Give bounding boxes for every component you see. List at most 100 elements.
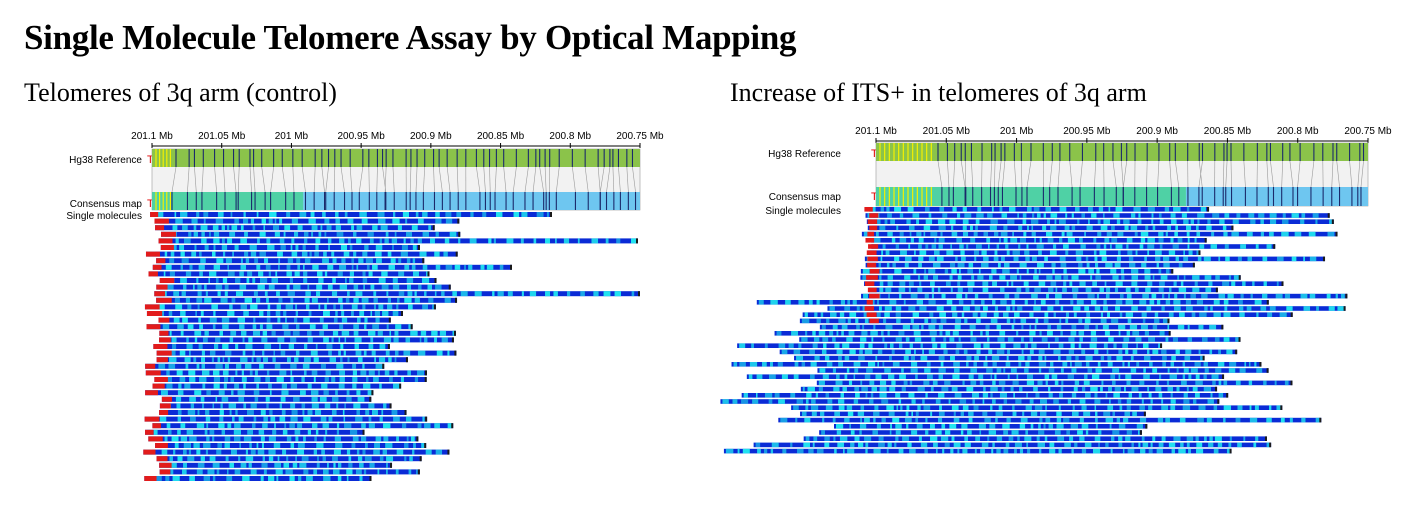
panel1-alignment-line — [1146, 160, 1148, 188]
panel1-molecule-label-signal — [989, 275, 993, 280]
panel1-molecule-label-signal — [1027, 225, 1029, 231]
panel1-molecule-label-signal — [854, 368, 859, 373]
panel0-molecule-label-signal — [234, 383, 239, 389]
panel0-molecule-label-signal — [211, 357, 215, 363]
panel0-molecule-label-signal — [383, 423, 391, 429]
panel0-molecule-label-signal — [346, 390, 350, 396]
panel0-molecule-label-signal — [200, 396, 205, 402]
panel0-molecule-label-signal — [362, 304, 366, 310]
panel0-molecule-label-signal — [375, 436, 382, 442]
panel1-molecule-label-signal — [1291, 256, 1297, 262]
panel1-molecule-label-signal — [951, 386, 958, 392]
panel1-molecule-end — [1345, 293, 1348, 299]
panel1-molecule-label-signal — [832, 337, 836, 342]
panel1-consensus-bar-right — [1185, 187, 1368, 206]
panel1-molecule-label-signal — [894, 269, 902, 274]
panel1-molecule-label-signal — [1170, 238, 1174, 243]
panel1-molecule-label-signal — [922, 399, 925, 404]
panel0-molecule-label-signal — [283, 330, 291, 336]
panel0-molecule-label-signal — [412, 449, 415, 455]
panel1-molecule-label-signal — [931, 337, 936, 342]
panel1-molecule-label-signal — [1204, 306, 1208, 311]
panel1-molecule-label-signal — [1186, 207, 1190, 212]
panel0-molecule-label-signal — [311, 396, 318, 402]
panel0-molecule-label-signal — [370, 284, 375, 290]
panel0-molecule-label-signal — [372, 264, 378, 270]
panel1-molecule-label-signal — [951, 225, 954, 231]
panel1-molecule-label-signal — [875, 231, 879, 237]
panel0-molecule-label-signal — [417, 218, 424, 224]
panel1-molecule-label-signal — [797, 448, 804, 454]
panel1-molecule-label-signal — [1063, 275, 1069, 280]
panel0-molecule-label-signal — [205, 291, 208, 297]
panel0-molecule-label-signal — [198, 317, 201, 323]
panel1-molecule-label-signal — [807, 386, 815, 392]
panel0-molecule-label-signal — [268, 436, 276, 442]
panel1-molecule-label-signal — [1050, 213, 1058, 218]
panel0-molecule-label-signal — [290, 337, 297, 343]
panel1-molecule-end — [1327, 213, 1330, 218]
panel1-molecule-label-signal — [898, 331, 905, 336]
panel0-molecule-label-signal — [227, 238, 233, 244]
panel0-molecule-label-signal — [204, 429, 208, 435]
panel1-molecule-label-signal — [1108, 399, 1111, 404]
panel1-molecule-label-signal — [1126, 399, 1132, 404]
panel1-molecule-label-signal — [1134, 287, 1139, 293]
panel1-molecule-end — [1238, 337, 1241, 342]
panel0-molecule-label-signal — [276, 377, 284, 382]
panel0-molecule-label-signal — [251, 357, 254, 363]
panel0-alignment-line — [415, 166, 418, 193]
panel1-molecule-label-signal — [1208, 442, 1214, 448]
panel1-molecule-label-signal — [849, 312, 857, 317]
panel1-molecule-label-signal — [1218, 380, 1222, 386]
panel1-molecule-label-signal — [983, 362, 988, 367]
panel0-alignment-line — [544, 166, 547, 193]
panel0-molecule-label-signal — [204, 284, 207, 290]
panel1-molecule-label-signal — [1238, 300, 1243, 305]
panel1-molecule-label-signal — [1300, 219, 1305, 224]
panel0-molecule-label-signal — [349, 271, 355, 277]
panel0-molecule-label-signal — [431, 330, 438, 336]
panel1-molecule-label-signal — [1159, 219, 1164, 224]
panel1-molecule-label-signal — [1018, 225, 1023, 231]
panel0-molecule-label-signal — [204, 330, 209, 336]
panel1-molecule-label-signal — [1282, 213, 1286, 218]
panel0-molecule-label-signal — [605, 238, 609, 244]
panel1-molecule-label-signal — [1019, 386, 1023, 392]
panel0-molecule-label-signal — [197, 284, 202, 290]
panel0-molecule-label-signal — [249, 245, 257, 250]
panel1-molecule-label-signal — [1117, 231, 1124, 237]
panel1-molecule-label-signal — [937, 219, 946, 224]
panel0-molecule-label-signal — [201, 238, 207, 244]
panel1-molecule-label-signal — [1124, 411, 1130, 417]
panel1-molecule-label-signal — [1043, 424, 1046, 429]
panel1-molecule-label-signal — [1084, 442, 1092, 448]
panel1-molecule-label-signal — [1118, 324, 1126, 330]
panel1-molecule-label-signal — [1204, 275, 1212, 280]
panel0-molecule-label-signal — [368, 344, 374, 349]
panel0-molecule-label-signal — [222, 251, 226, 257]
panel1-molecule-label-signal — [1236, 213, 1241, 218]
panel1-molecule-label-signal — [847, 300, 850, 305]
panel1-molecule-label-signal — [993, 231, 999, 237]
panel0-molecule-label-signal — [189, 476, 195, 481]
panel1-molecule-label-signal — [904, 262, 909, 268]
panel1-molecule-label-signal — [925, 219, 933, 224]
panel0-molecule-label-signal — [410, 436, 415, 442]
panel1-telomere-marker-reference: T — [871, 148, 878, 160]
panel0-molecule-label-signal — [375, 363, 383, 369]
panel0-molecule-label-signal — [239, 324, 245, 330]
panel1-molecule-label-signal — [1071, 411, 1079, 417]
panel0-molecule-label-signal — [398, 258, 402, 264]
panel1-telomere-signal — [869, 318, 879, 324]
panel1-molecule-label-signal — [742, 448, 750, 454]
panel1-molecule-label-signal — [884, 312, 890, 317]
panel0-molecule-label-signal — [165, 476, 170, 481]
panel1-molecule-label-signal — [946, 300, 953, 305]
panel0-molecule-label-signal — [307, 284, 310, 290]
panel0-molecule-label-signal — [441, 291, 445, 297]
panel1-molecule-label-signal — [1160, 275, 1168, 280]
panel0-molecule-label-signal — [177, 410, 182, 415]
panel1-molecule-label-signal — [992, 380, 996, 386]
panel1-molecule-label-signal — [933, 275, 939, 280]
